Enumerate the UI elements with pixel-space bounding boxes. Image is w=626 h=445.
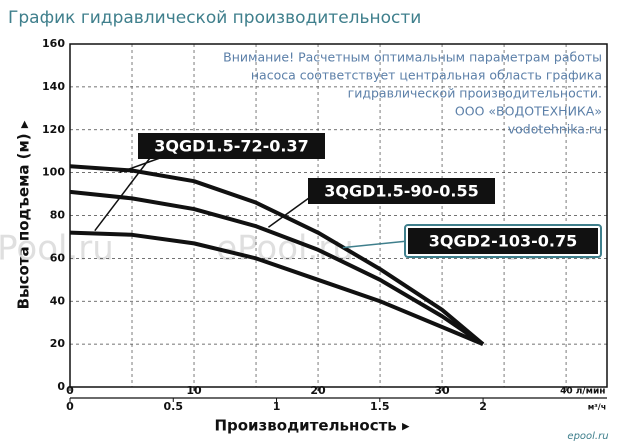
curve (69, 189, 485, 346)
y-tick-label: 160 (42, 37, 65, 50)
x-tick-label: 30 (434, 384, 450, 397)
y-tick-label: 40 (50, 294, 66, 307)
note-line: насоса соответствует центральная область… (251, 68, 602, 83)
curve (69, 164, 485, 346)
x2-tick-label: 1.5 (370, 400, 390, 413)
x2-tick-label: 0.5 (164, 400, 184, 413)
y-tick-label: 20 (50, 337, 66, 350)
curve (69, 230, 484, 346)
y-axis-label: Высота подъема (м) ▸ (15, 120, 33, 309)
y-tick-label: 80 (50, 209, 66, 222)
x-axis-label: Производительность ▸ (214, 417, 410, 435)
leader-line (94, 157, 151, 232)
x2-tick-label: 1 (273, 400, 281, 413)
y-tick-label: 120 (42, 123, 65, 136)
y-tick-label: 60 (50, 251, 66, 264)
x2-tick-label: 0 (66, 400, 74, 413)
legend-label: 3QGD2-103-0.75 (429, 232, 577, 251)
plot-frame (69, 43, 608, 388)
x-tick-label: 20 (310, 384, 326, 397)
y-tick-label: 0 (57, 380, 65, 393)
x2-tick-label: 2 (479, 400, 487, 413)
x-tick-label: 40 л/мин (560, 387, 605, 397)
x2-unit: м³/ч (588, 403, 606, 412)
y-tick-label: 140 (42, 80, 65, 93)
chart-title: График гидравлической производительности (8, 8, 421, 28)
label-box (408, 228, 598, 254)
y-tick-label: 100 (42, 166, 65, 179)
note-line: Внимание! Расчетным оптимальным параметр… (223, 50, 602, 65)
x-tick-label: 0 (66, 384, 74, 397)
label-box (138, 133, 325, 159)
logo: epool.ru (567, 431, 608, 442)
x-tick-label: 10 (186, 384, 202, 397)
note-line: ООО «ВОДОТЕХНИКА» (455, 104, 602, 119)
legend-label: 3QGD1.5-72-0.37 (154, 137, 309, 156)
label-box (308, 178, 495, 204)
leader-line (119, 157, 161, 174)
note-line: гидравлической производительности. (348, 86, 602, 101)
watermark: ePool.ru (216, 229, 354, 269)
legend-label: 3QGD1.5-90-0.55 (324, 182, 479, 201)
leader-line (342, 240, 409, 249)
note-line: vodotehnika.ru (508, 122, 602, 137)
